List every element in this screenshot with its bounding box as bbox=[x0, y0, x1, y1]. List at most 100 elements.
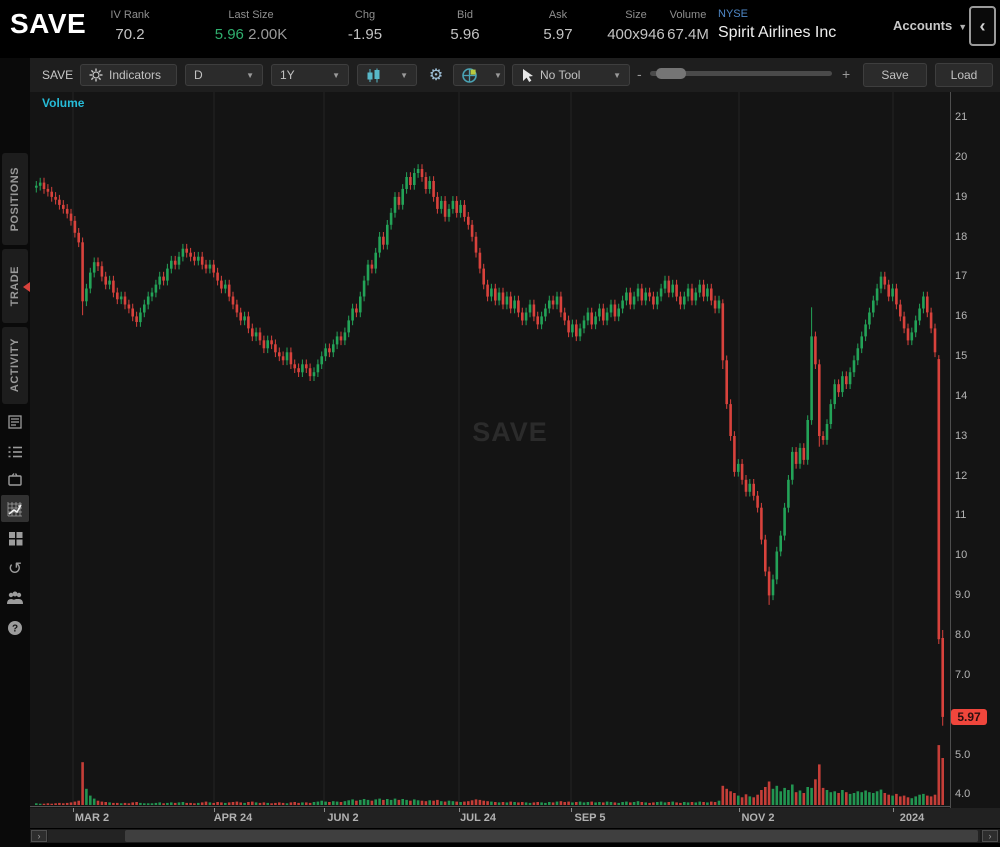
price-axis[interactable]: 21 20 19 18 17 16 15 14 13 12 11 10 9.0 8.0 7.0 5.0 4.0 5… bbox=[950, 92, 1000, 810]
price-axis-label: 7.0 bbox=[955, 668, 971, 681]
svg-text:?: ? bbox=[12, 623, 18, 634]
exchange-label: NYSE bbox=[718, 8, 748, 20]
date-axis-label: 2024 bbox=[899, 812, 925, 824]
price-axis-label: 4.0 bbox=[955, 788, 971, 801]
drawing-tool-dropdown[interactable]: No Tool ▼ bbox=[512, 64, 630, 86]
history-icon[interactable]: ↺ bbox=[7, 558, 23, 578]
layout-grid-icon bbox=[462, 67, 478, 83]
price-axis-label: 16 bbox=[955, 310, 968, 323]
last-price-badge: 5.97 bbox=[951, 708, 987, 725]
date-axis-tick bbox=[893, 808, 894, 812]
scrollbar-track[interactable] bbox=[48, 830, 980, 842]
price-axis-label: 21 bbox=[955, 111, 968, 123]
chart-type-dropdown[interactable]: ▼ bbox=[357, 64, 417, 86]
chart-settings-button[interactable]: ⚙ bbox=[423, 64, 449, 86]
zoom-out-button[interactable]: - bbox=[637, 66, 642, 82]
stat-iv-rank: IV Rank 70.2 bbox=[95, 9, 165, 43]
news-icon[interactable] bbox=[1, 408, 29, 435]
stat-label: IV Rank bbox=[110, 9, 150, 21]
timeframe-dropdown[interactable]: D ▼ bbox=[185, 64, 263, 86]
chevron-down-icon: ▼ bbox=[332, 70, 340, 80]
stat-label: Size bbox=[625, 9, 647, 21]
zoom-slider-track[interactable] bbox=[650, 68, 832, 79]
community-icon[interactable] bbox=[1, 584, 29, 611]
volume-pane-label: Volume bbox=[42, 96, 85, 110]
tab-label: ACTIVITY bbox=[9, 338, 21, 393]
dashboard-grid-icon[interactable] bbox=[1, 525, 29, 552]
price-axis-label: 15 bbox=[955, 350, 968, 363]
chart-icon[interactable] bbox=[1, 495, 29, 522]
date-axis-label: MAR 2 bbox=[74, 812, 110, 824]
price-axis-label: 9.0 bbox=[955, 589, 971, 602]
horizontal-scrollbar: › › bbox=[30, 829, 1000, 843]
zoom-slider-thumb[interactable] bbox=[656, 68, 686, 79]
stat-label: Chg bbox=[354, 9, 376, 21]
chart-toolbar: SAVE Indicators D ▼ 1Y ▼ ▼ ⚙ bbox=[30, 58, 1000, 92]
stat-ask: Ask 5.97 bbox=[523, 9, 593, 43]
exchange-block: NYSE Spirit Airlines Inc bbox=[718, 8, 836, 42]
stat-chg: Chg -1.95 bbox=[330, 9, 400, 43]
last-size-value: 2.00K bbox=[248, 26, 288, 43]
indicators-label: Indicators bbox=[109, 68, 162, 82]
load-button[interactable]: Load bbox=[935, 63, 993, 87]
price-axis-label: 10 bbox=[955, 549, 968, 562]
scroll-arrow-icon: › bbox=[37, 831, 41, 841]
accounts-label: Accounts bbox=[893, 18, 953, 33]
accounts-dropdown[interactable]: Accounts ▼ bbox=[893, 18, 967, 33]
scroll-right-button[interactable]: › bbox=[982, 830, 998, 842]
price-axis-label: 14 bbox=[955, 389, 968, 402]
price-axis-label: 20 bbox=[955, 150, 968, 163]
date-axis-tick bbox=[739, 808, 740, 812]
scroll-left-button[interactable]: › bbox=[31, 830, 47, 842]
left-sidebar: POSITIONS TRADE ACTIVITY ↺ ? bbox=[0, 58, 30, 847]
scrollbar-thumb[interactable] bbox=[125, 830, 978, 842]
candlestick-type-icon bbox=[366, 68, 382, 83]
stat-label: Ask bbox=[548, 9, 568, 21]
stat-label: Volume bbox=[669, 9, 707, 21]
indicators-burst-icon bbox=[89, 68, 103, 82]
sidebar-tab-positions[interactable]: POSITIONS bbox=[2, 153, 28, 245]
load-label: Load bbox=[950, 68, 978, 82]
watchlist-icon[interactable] bbox=[1, 438, 29, 465]
date-axis[interactable]: MAR 2 APR 24 JUN 2 JUL 24 SEP 5 NOV 2 2024 bbox=[30, 808, 1000, 828]
ask-value: 5.97 bbox=[543, 26, 573, 43]
collapse-panel-button[interactable]: ‹ bbox=[969, 6, 996, 46]
date-axis-tick bbox=[459, 808, 460, 812]
scroll-arrow-icon: › bbox=[988, 831, 992, 841]
price-axis-label: 17 bbox=[955, 270, 968, 283]
date-axis-label: JUN 2 bbox=[327, 812, 359, 824]
volume-value: 67.4M bbox=[667, 26, 709, 43]
date-axis-tick bbox=[214, 808, 215, 812]
stat-volume: Volume 67.4M bbox=[655, 9, 721, 43]
date-axis-tick bbox=[73, 808, 74, 812]
candlestick-series bbox=[35, 164, 944, 726]
stat-label: Bid bbox=[457, 9, 473, 21]
chart-plot[interactable] bbox=[30, 92, 950, 806]
plot-bottom-border bbox=[30, 806, 950, 807]
timeframe-value: D bbox=[194, 68, 203, 82]
date-axis-label: JUL 24 bbox=[460, 812, 496, 824]
date-axis-tick bbox=[571, 808, 572, 812]
range-dropdown[interactable]: 1Y ▼ bbox=[271, 64, 349, 86]
indicators-button[interactable]: Indicators bbox=[80, 64, 177, 86]
zoom-in-button[interactable]: + bbox=[842, 66, 851, 82]
layout-grid-dropdown[interactable]: ▼ bbox=[453, 64, 505, 86]
range-value: 1Y bbox=[280, 68, 295, 82]
company-name: Spirit Airlines Inc bbox=[718, 24, 837, 41]
chart-background bbox=[30, 92, 1000, 808]
chevron-left-icon: ‹ bbox=[979, 15, 986, 36]
help-icon[interactable]: ? bbox=[1, 614, 29, 641]
price-axis-label: 19 bbox=[955, 190, 968, 203]
sidebar-tab-activity[interactable]: ACTIVITY bbox=[2, 327, 28, 404]
save-button[interactable]: Save bbox=[863, 63, 927, 87]
tab-label: POSITIONS bbox=[9, 166, 21, 232]
chevron-down-icon: ▼ bbox=[246, 70, 254, 80]
monitor-icon[interactable] bbox=[1, 466, 29, 493]
tool-value: No Tool bbox=[540, 68, 581, 82]
price-axis-separator bbox=[950, 92, 951, 808]
chevron-down-icon: ▼ bbox=[400, 70, 408, 80]
volume-series bbox=[35, 745, 944, 805]
chevron-down-icon: ▼ bbox=[494, 70, 502, 80]
bid-value: 5.96 bbox=[450, 26, 480, 43]
